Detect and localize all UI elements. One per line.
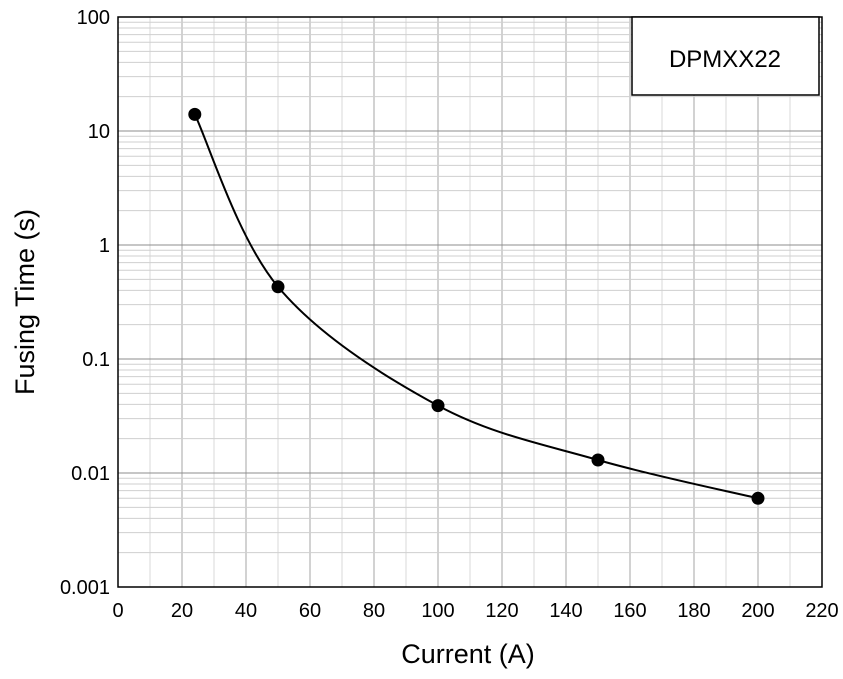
x-tick-label: 180	[677, 600, 710, 622]
x-tick-label: 20	[171, 600, 193, 622]
legend-box	[631, 16, 820, 96]
data-point-marker	[271, 280, 285, 294]
y-tick-label: 100	[77, 7, 110, 29]
y-tick-label: 0.001	[60, 577, 110, 599]
x-tick-label: 220	[805, 600, 838, 622]
x-tick-label: 40	[235, 600, 257, 622]
x-tick-label: 200	[741, 600, 774, 622]
series-line	[193, 113, 759, 500]
series-layer	[188, 107, 765, 505]
x-tick-label: 140	[549, 600, 582, 622]
legend: DPMXX22	[631, 16, 820, 96]
data-point-marker	[431, 399, 445, 413]
tick-labels: 0 20 40 60 80 100 120 140 160 180 200 220 0.001 0.01 0…	[60, 7, 839, 622]
plot-area-frame	[117, 16, 823, 588]
x-tick-label: 160	[613, 600, 646, 622]
y-tick-label: 0.1	[82, 349, 110, 371]
x-tick-label: 120	[485, 600, 518, 622]
x-tick-label: 80	[363, 600, 385, 622]
x-tick-label: 60	[299, 600, 321, 622]
data-point-marker	[591, 453, 605, 467]
data-point-marker	[751, 491, 765, 505]
x-tick-label: 100	[421, 600, 454, 622]
data-point-marker	[188, 107, 202, 121]
x-axis-title: Current (A)	[401, 639, 535, 669]
y-tick-label: 10	[88, 121, 110, 143]
y-tick-label: 1	[99, 235, 110, 257]
x-tick-label: 0	[112, 600, 123, 622]
y-tick-label: 0.01	[71, 463, 110, 485]
y-axis-title: Fusing Time (s)	[10, 209, 40, 395]
grid-lines	[117, 16, 823, 588]
legend-label: DPMXX22	[669, 46, 781, 73]
